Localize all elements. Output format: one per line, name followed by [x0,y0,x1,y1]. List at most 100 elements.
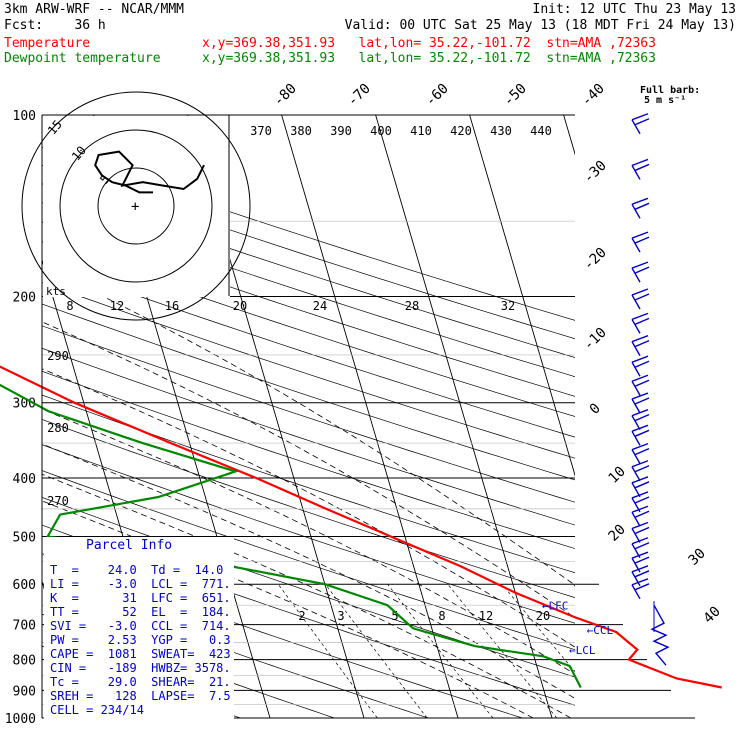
wind-barb [631,392,650,414]
parcel-row: CELL = 234/14 [50,703,144,717]
level-annotation: ←LFC [542,600,569,613]
isotherm-line [375,115,553,718]
dewpoint-profile [0,383,582,689]
wind-barb [631,565,650,587]
theta-label: 410 [410,124,432,138]
dewpoint-legend: Dewpoint temperature [4,51,161,66]
isotherm-line [281,115,459,718]
pressure-tick-label: 600 [13,578,36,593]
speed-axis-label: 8 [66,299,73,313]
parcel-row: TT = 52 EL = 184. [50,605,231,619]
speed-axis-label: 28 [405,299,419,313]
theta-left-label: 280 [47,421,69,435]
init-time: Init: 12 UTC Thu 23 May 13 [532,2,737,17]
isotherm-top-label: -60 [423,81,452,110]
isotherm-line [658,115,740,718]
wind-barb [631,158,650,180]
theta-label: 370 [250,124,272,138]
speed-axis-label: 32 [501,299,515,313]
wind-barb [631,578,650,600]
parcel-row: Tc = 29.0 SHEAR= 21. [50,675,231,689]
parcel-row: PW = 2.53 YGP = 0.3 [50,633,231,647]
pressure-tick-label: 700 [13,619,36,634]
valid-time: Valid: 00 UTC Sat 25 May 13 (18 MDT Fri … [344,18,736,33]
level-annotation: ←CCL [587,624,614,637]
isotherm-line [469,115,575,477]
model-title: 3km ARW-WRF -- NCAR/MMM [4,2,185,17]
mixing-ratio-label: 20 [536,609,550,623]
theta-left-label: 270 [47,494,69,508]
barb-legend-line2: 5 m s⁻¹ [644,95,687,106]
isotherm-right-label: -30 [581,158,610,187]
hodograph-trace [94,150,205,194]
wind-barb [631,288,650,310]
wind-barb [631,231,650,253]
parcel-row: K = 31 LFC = 651. [50,591,231,605]
wind-barb [631,374,650,396]
isotherm-right-label: 0 [587,400,604,417]
parcel-row: SREH = 128 LAPSE= 7.5 [50,689,231,703]
temperature-legend: Temperature [4,36,91,51]
wind-barb [631,476,650,498]
theta-label: 390 [330,124,352,138]
wind-barb [631,113,650,135]
wind-barb [631,409,650,431]
theta-label: 440 [530,124,552,138]
temperature-location: x,y=369.38,351.93 lat,lon= 35.22,-101.72… [202,36,656,51]
mixing-ratio-line [501,583,575,673]
speed-axis-label: 20 [233,299,247,313]
wind-barb [631,197,650,219]
low-level-barbs [650,604,670,666]
hodograph-ring [97,167,175,245]
parcel-info-panel: Parcel Info T = 24.0 Td = 14.0 LI = -3.0… [44,537,234,727]
theta-label: 420 [450,124,472,138]
wind-barb [631,424,650,446]
mixing-ratio-label: 2 [298,609,305,623]
wind-barb [631,261,650,283]
speed-axis-label: 16 [165,299,179,313]
wind-barb [631,335,650,357]
theta-left-label: 290 [47,349,69,363]
pressure-tick-label: 500 [13,530,36,545]
hodograph-origin: + [131,199,139,215]
moist-adiabat-line [103,296,575,586]
parcel-info-title: Parcel Info [86,538,173,553]
isotherm-right-label: 40 [701,604,724,627]
pressure-tick-label: 100 [13,109,36,124]
parcel-row: SVI = -3.0 CCL = 714. [50,619,231,633]
hodograph-ring [21,91,251,321]
isotherm-right-label: 20 [606,522,629,545]
mixing-ratio-label: 8 [438,609,445,623]
isotherm-top-label: -80 [271,81,300,110]
hodograph-background [43,116,230,297]
parcel-row: CIN = -189 HWBZ= 3578. [50,661,231,675]
pressure-tick-label: 200 [13,291,36,306]
mixing-ratio-label: 5 [391,609,398,623]
isotherm-right-label: 30 [686,546,709,569]
wind-barb [631,460,650,482]
wind-barb [631,442,650,464]
theta-label: 430 [490,124,512,138]
isotherm-top-label: -50 [501,81,530,110]
speed-axis-label: 12 [110,299,124,313]
parcel-row: T = 24.0 Td = 14.0 [50,563,224,577]
pressure-tick-label: 1000 [5,712,36,727]
mixing-ratio-label: 3 [337,609,344,623]
hodograph-units-label: kts [46,285,66,298]
isotherm-right-label: 10 [606,464,629,487]
mixing-ratio-line [278,583,378,718]
theta-label: 380 [290,124,312,138]
pressure-tick-label: 900 [13,684,36,699]
mixing-ratio-label: 12 [479,609,493,623]
pressure-tick-label: 800 [13,654,36,669]
pressure-tick-label: 400 [13,472,36,487]
level-annotation: ←LCL [569,644,596,657]
isotherm-right-label: -10 [581,325,610,354]
temperature-profile [0,365,722,689]
speed-axis-label: 24 [313,299,327,313]
theta-label: 400 [370,124,392,138]
hodograph-ring [59,129,213,283]
parcel-row: CAPE = 1081 SWEAT= 423 [50,647,231,661]
